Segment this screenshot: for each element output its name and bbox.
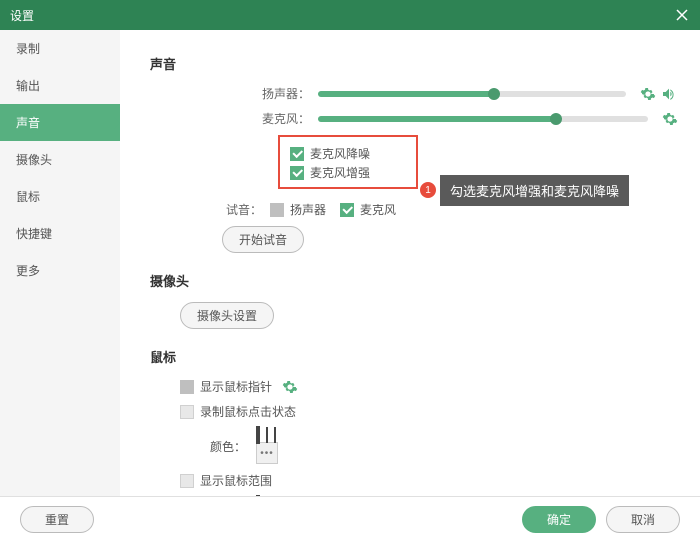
speaker-label: 扬声器： bbox=[260, 85, 310, 102]
test-mic-checkbox[interactable] bbox=[340, 203, 354, 217]
show-pointer-checkbox[interactable] bbox=[180, 380, 194, 394]
record-click-label: 录制鼠标点击状态 bbox=[200, 403, 296, 420]
color-swatch[interactable] bbox=[266, 427, 268, 443]
gear-icon[interactable] bbox=[640, 86, 656, 102]
start-test-button[interactable]: 开始试音 bbox=[222, 226, 304, 253]
gear-icon[interactable] bbox=[282, 379, 298, 395]
mic-denoise-checkbox[interactable] bbox=[290, 147, 304, 161]
titlebar: 设置 bbox=[0, 0, 700, 30]
sidebar: 录制输出声音摄像头鼠标快捷键更多 bbox=[0, 30, 120, 496]
sidebar-item-3[interactable]: 摄像头 bbox=[0, 141, 120, 178]
color-label-1: 颜色： bbox=[210, 438, 246, 455]
mic-boost-label: 麦克风增强 bbox=[310, 164, 370, 181]
main-panel: 声音 扬声器： 麦克风： 麦克风降噪 麦克风增强 试音： 扬声器 bbox=[120, 30, 700, 496]
section-camera-title: 摄像头 bbox=[150, 271, 678, 290]
annotation-badge: 1 bbox=[420, 182, 436, 198]
speaker-slider[interactable] bbox=[318, 91, 626, 97]
sidebar-item-0[interactable]: 录制 bbox=[0, 30, 120, 67]
mic-denoise-label: 麦克风降噪 bbox=[310, 145, 370, 162]
sidebar-item-2[interactable]: 声音 bbox=[0, 104, 120, 141]
highlight-box: 麦克风降噪 麦克风增强 bbox=[278, 135, 418, 189]
close-icon[interactable] bbox=[674, 7, 690, 23]
test-mic-label: 麦克风 bbox=[360, 201, 396, 218]
color-swatch[interactable] bbox=[256, 426, 260, 444]
sidebar-item-1[interactable]: 输出 bbox=[0, 67, 120, 104]
mic-slider[interactable] bbox=[318, 116, 648, 122]
ok-button[interactable]: 确定 bbox=[522, 506, 596, 533]
test-speaker-label: 扬声器 bbox=[290, 201, 326, 218]
section-sound-title: 声音 bbox=[150, 54, 678, 73]
mic-label: 麦克风： bbox=[260, 110, 310, 127]
sidebar-item-6[interactable]: 更多 bbox=[0, 252, 120, 289]
sidebar-item-5[interactable]: 快捷键 bbox=[0, 215, 120, 252]
camera-settings-button[interactable]: 摄像头设置 bbox=[180, 302, 274, 329]
cancel-button[interactable]: 取消 bbox=[606, 506, 680, 533]
volume-icon[interactable] bbox=[660, 86, 678, 102]
test-label: 试音： bbox=[222, 201, 262, 218]
more-colors-button[interactable]: ••• bbox=[256, 442, 278, 464]
reset-button[interactable]: 重置 bbox=[20, 506, 94, 533]
show-pointer-label: 显示鼠标指针 bbox=[200, 378, 272, 395]
footer: 重置 确定 取消 bbox=[0, 496, 700, 541]
test-speaker-checkbox[interactable] bbox=[270, 203, 284, 217]
section-mouse-title: 鼠标 bbox=[150, 347, 678, 366]
show-range-checkbox[interactable] bbox=[180, 474, 194, 488]
window-title: 设置 bbox=[10, 7, 674, 24]
mic-row: 麦克风： bbox=[260, 110, 678, 127]
color-swatch[interactable] bbox=[274, 427, 276, 443]
annotation-tooltip: 勾选麦克风增强和麦克风降噪 bbox=[440, 175, 629, 206]
show-range-label: 显示鼠标范围 bbox=[200, 472, 272, 489]
mic-boost-checkbox[interactable] bbox=[290, 166, 304, 180]
gear-icon[interactable] bbox=[662, 111, 678, 127]
sidebar-item-4[interactable]: 鼠标 bbox=[0, 178, 120, 215]
record-click-checkbox[interactable] bbox=[180, 405, 194, 419]
speaker-row: 扬声器： bbox=[260, 85, 678, 102]
